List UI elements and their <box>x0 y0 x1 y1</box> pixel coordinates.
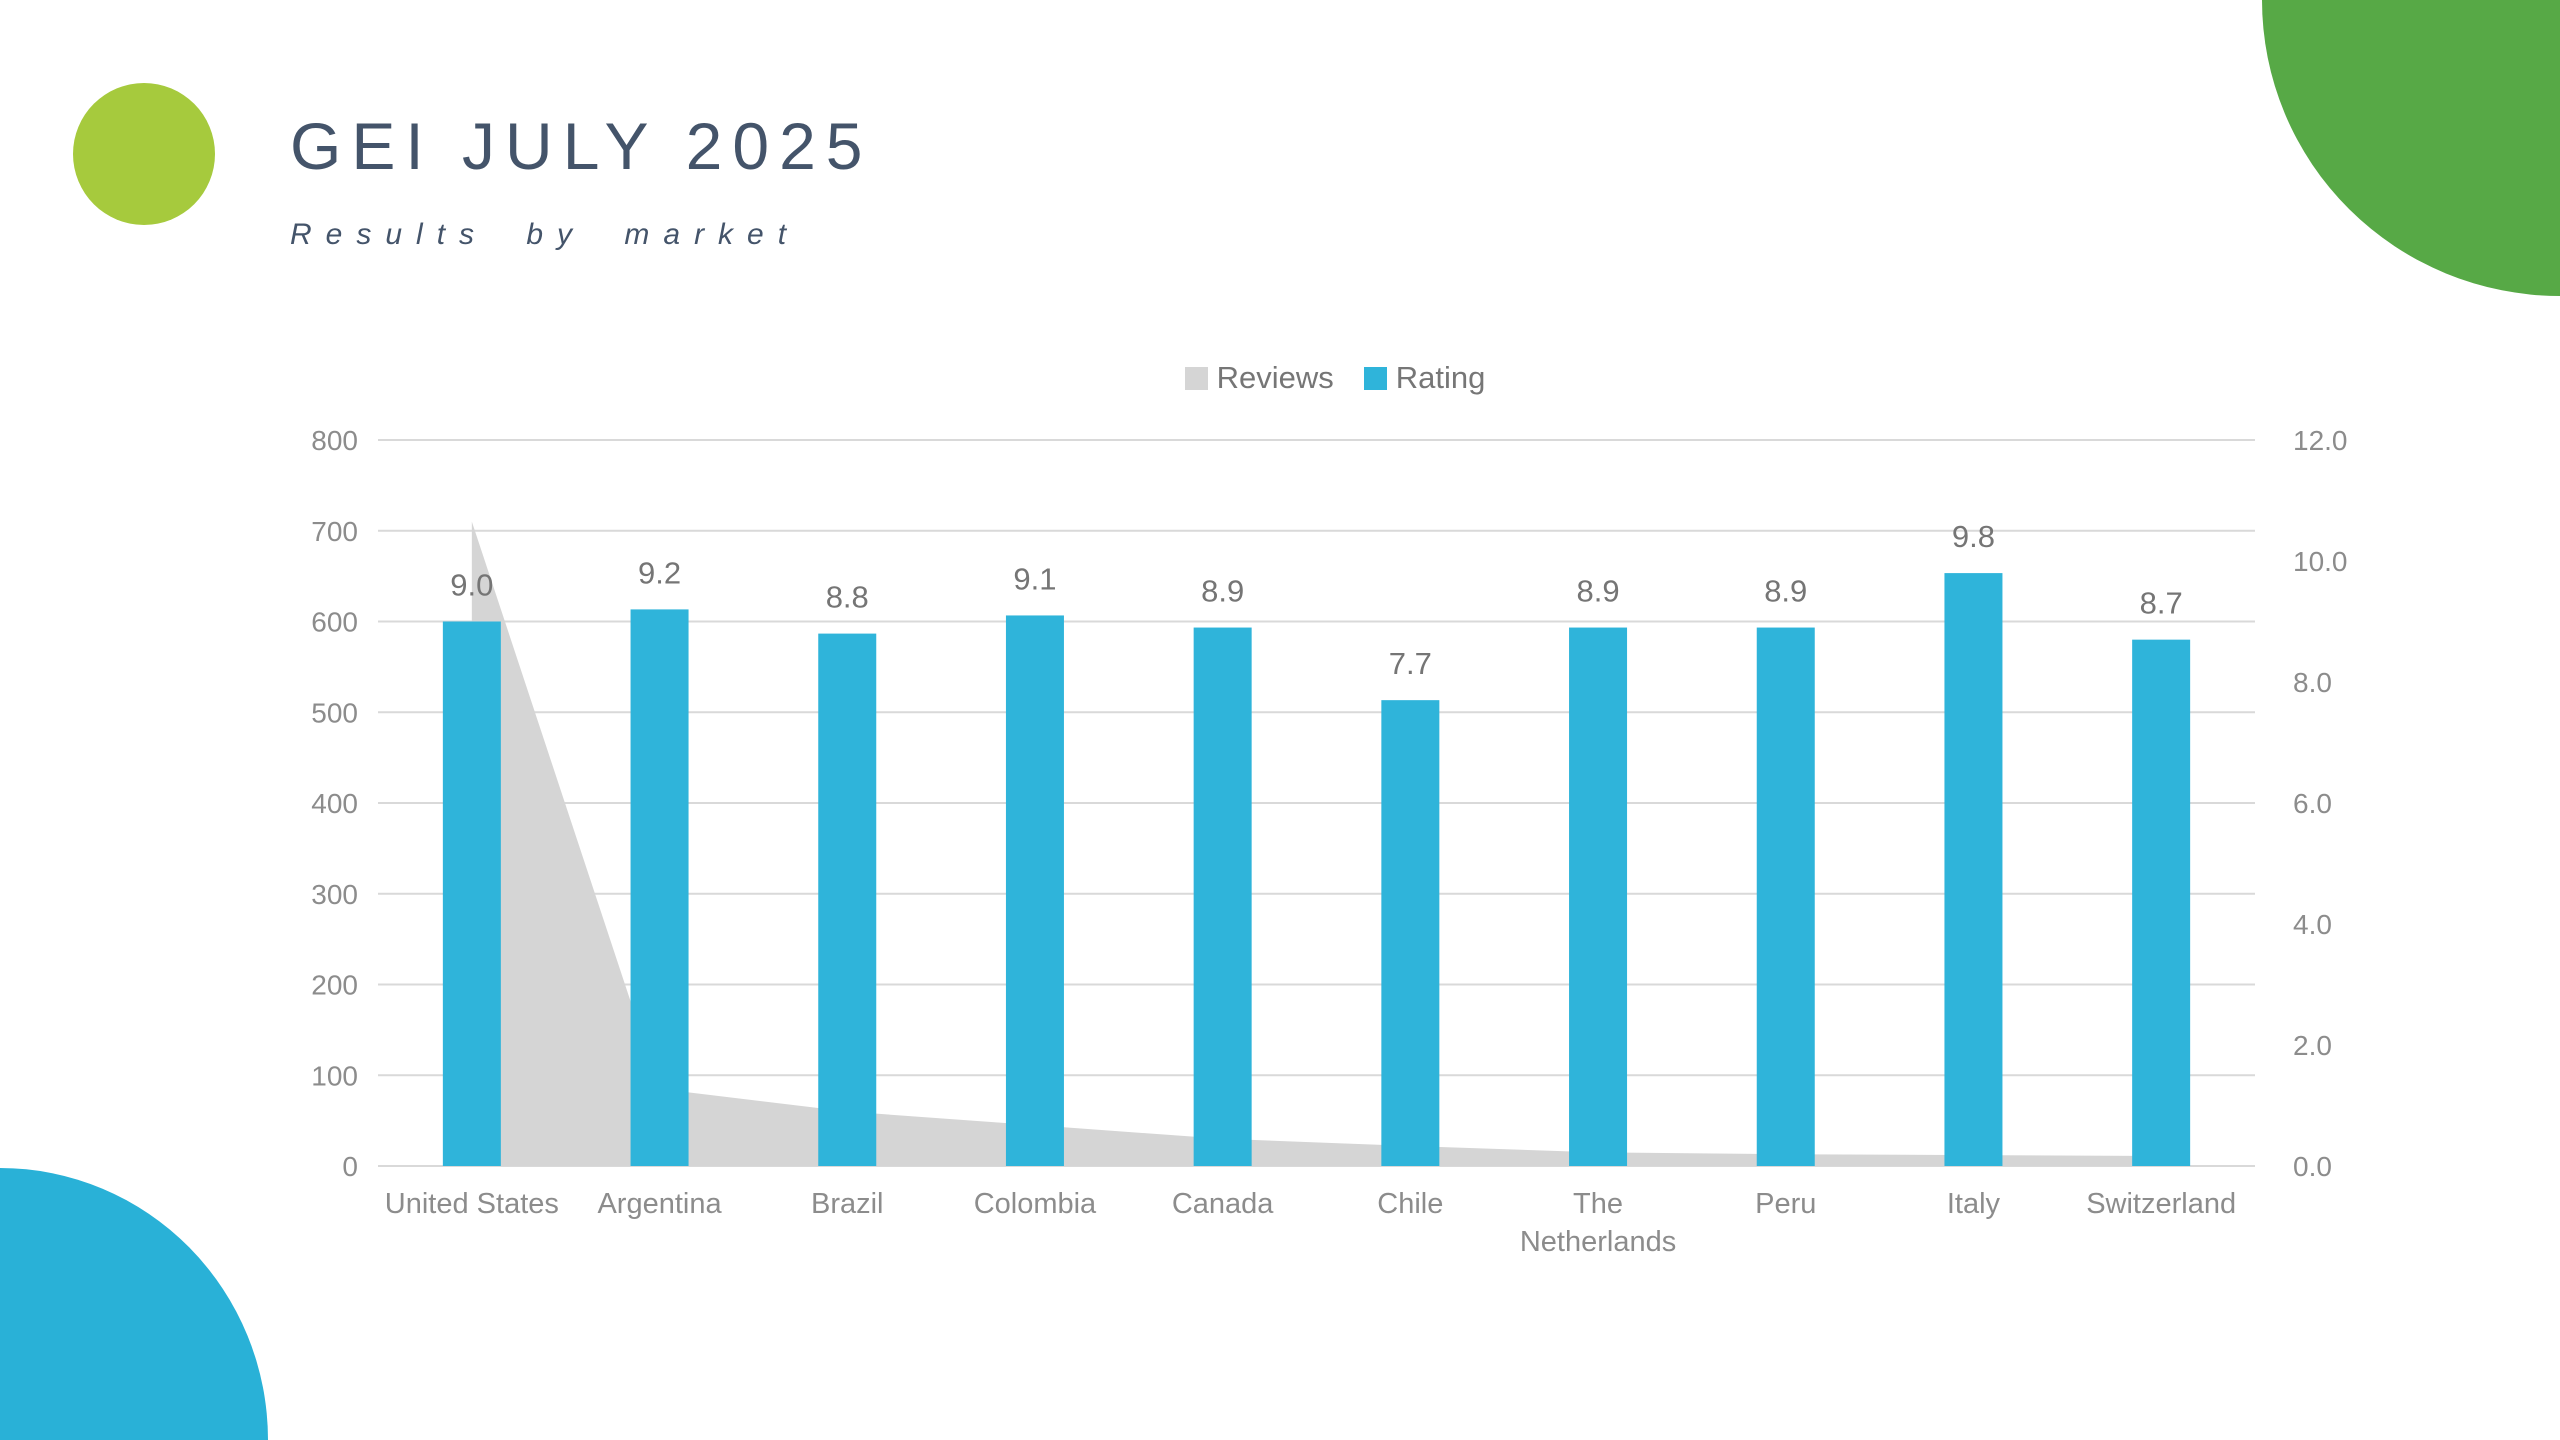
rating-bar <box>1193 627 1252 1166</box>
y-axis-tick-label-left: 200 <box>311 970 358 1001</box>
rating-bar <box>1944 573 2003 1166</box>
y-axis-tick-label-right: 4.0 <box>2293 909 2332 940</box>
rating-value-label: 8.8 <box>826 580 869 615</box>
rating-value-label: 9.1 <box>1013 561 1056 596</box>
rating-value-label: 9.8 <box>1952 519 1995 554</box>
x-axis-label: Chile <box>1377 1188 1443 1220</box>
y-axis-tick-label-left: 600 <box>311 607 358 638</box>
y-axis-tick-label-left: 700 <box>311 516 358 547</box>
x-axis-label: Netherlands <box>1520 1226 1676 1258</box>
rating-value-label: 9.0 <box>450 568 493 603</box>
rating-bar <box>2132 639 2191 1166</box>
y-axis-tick-label-right: 10.0 <box>2293 546 2348 577</box>
x-axis-label: Brazil <box>811 1188 884 1220</box>
rating-value-label: 7.7 <box>1389 646 1432 681</box>
x-axis-label: United States <box>385 1188 559 1220</box>
x-axis-label: Canada <box>1172 1188 1274 1220</box>
rating-value-label: 8.9 <box>1764 574 1807 609</box>
x-axis-label: Italy <box>1947 1188 2001 1220</box>
y-axis-tick-label-left: 0 <box>342 1151 358 1182</box>
rating-bar <box>630 609 689 1166</box>
y-axis-tick-label-left: 300 <box>311 879 358 910</box>
page-title: GEI JULY 2025 <box>290 109 873 183</box>
rating-value-label: 9.2 <box>638 555 681 590</box>
y-axis-tick-label-right: 2.0 <box>2293 1030 2332 1061</box>
legend-label: Rating <box>1395 360 1486 395</box>
x-axis-label: The <box>1573 1188 1623 1220</box>
x-axis-label: Colombia <box>974 1188 1097 1220</box>
chart-legend: Reviews Rating <box>395 360 2275 396</box>
y-axis-tick-label-right: 6.0 <box>2293 788 2332 819</box>
legend-item-rating: Rating <box>1363 360 1486 396</box>
rating-bar <box>1756 627 1815 1166</box>
legend-swatch-icon <box>1184 366 1208 390</box>
page-subtitle: Results by market <box>290 218 801 251</box>
x-axis-label: Peru <box>1755 1188 1816 1220</box>
y-axis-tick-label-right: 12.0 <box>2293 425 2348 456</box>
rating-bar <box>442 621 501 1166</box>
rating-bar <box>1569 627 1628 1166</box>
y-axis-tick-label-left: 500 <box>311 697 358 728</box>
rating-value-label: 8.7 <box>2140 586 2183 621</box>
rating-bar <box>1381 700 1440 1166</box>
x-axis-label: Switzerland <box>2086 1188 2236 1220</box>
y-axis-tick-label-left: 800 <box>311 425 358 456</box>
x-axis-label: Argentina <box>597 1188 722 1220</box>
decor-green-circle <box>73 83 215 225</box>
y-axis-tick-label-right: 0.0 <box>2293 1151 2332 1182</box>
y-axis-tick-label-left: 400 <box>311 788 358 819</box>
rating-value-label: 8.9 <box>1576 574 1619 609</box>
rating-bar <box>818 633 877 1166</box>
legend-swatch-icon <box>1363 366 1387 390</box>
legend-label: Reviews <box>1216 360 1334 395</box>
y-axis-tick-label-right: 8.0 <box>2293 667 2332 698</box>
rating-bar <box>1005 615 1064 1166</box>
legend-item-reviews: Reviews <box>1184 360 1334 396</box>
header: GEI JULY 2025 Results by market <box>290 108 873 252</box>
reviews-area <box>471 521 2162 1166</box>
rating-value-label: 8.9 <box>1201 574 1244 609</box>
y-axis-tick-label-left: 100 <box>311 1060 358 1091</box>
